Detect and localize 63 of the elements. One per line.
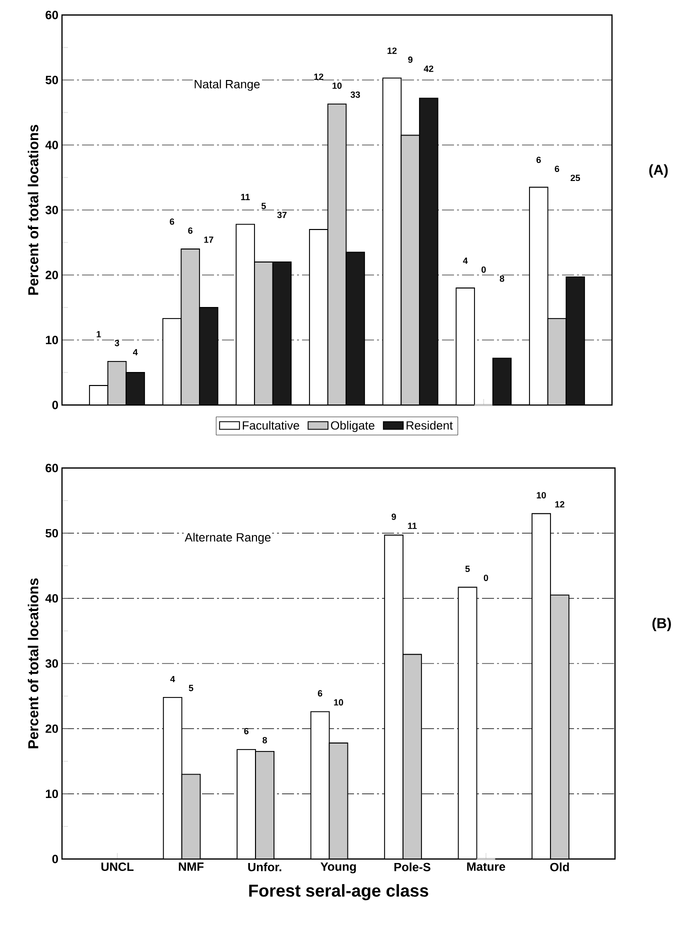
y-tick-label: 10 — [46, 336, 58, 344]
annotation: 42 — [424, 66, 434, 72]
annotation: 9 — [392, 514, 396, 520]
y-tick-label: 60 — [46, 10, 58, 20]
y-tick-label: 30 — [45, 659, 58, 668]
x-tick-label: Unfor. — [248, 862, 282, 872]
legend-label: Facultative — [242, 420, 300, 430]
y-tick-label: 60 — [46, 464, 58, 472]
y-tick-label: 30 — [45, 206, 58, 214]
y-tick-label: 40 — [45, 594, 58, 603]
annotation: 5 — [261, 202, 266, 210]
annotation: 11 — [241, 194, 250, 200]
annotation: 6 — [188, 227, 192, 234]
y-tick-label: 20 — [46, 724, 58, 733]
text: (A) — [649, 164, 668, 178]
annotation: 11 — [408, 522, 417, 529]
annotation: 12 — [388, 48, 397, 54]
annotation: Natal Range — [194, 80, 260, 91]
legend-label: Resident — [406, 420, 453, 430]
y-tick-label: 0 — [52, 400, 58, 410]
annotation: Alternate Range — [184, 532, 271, 544]
y-tick-label: 10 — [46, 790, 58, 798]
y-axis-title: Percent of total locations — [28, 578, 38, 748]
legend-label: Obligate — [330, 420, 374, 432]
annotation: 37 — [277, 212, 287, 218]
annotation: 4 — [170, 676, 176, 682]
annotation: 6 — [170, 218, 174, 225]
annotation: 5 — [465, 566, 470, 572]
annotation: 12 — [314, 74, 324, 80]
y-axis-title: Percent of total locations — [28, 124, 38, 295]
x-tick-label: UNCL — [101, 862, 134, 871]
annotation: 10 — [332, 82, 342, 89]
annotation: 0 — [482, 266, 486, 273]
annotation: 6 — [536, 156, 541, 164]
annotation: 25 — [570, 174, 580, 182]
annotation: 0 — [484, 574, 488, 582]
x-tick-label: Young — [320, 862, 356, 874]
annotation: 5 — [188, 684, 194, 692]
y-tick-label: 20 — [46, 270, 58, 280]
y-tick-label: 0 — [52, 854, 58, 864]
annotation: 9 — [408, 56, 412, 63]
annotation: 33 — [350, 91, 360, 98]
x-tick-label: Old — [550, 862, 569, 872]
annotation: 17 — [204, 236, 214, 243]
x-tick-label: NMF — [178, 862, 204, 871]
annotation: 3 — [114, 340, 120, 346]
annotation: 6 — [318, 690, 322, 697]
annotation: 12 — [555, 501, 564, 508]
text: (B) — [652, 618, 671, 632]
x-tick-label: Mature — [467, 862, 506, 871]
annotation: 10 — [536, 492, 546, 498]
annotation: 6 — [554, 166, 560, 172]
annotation: 10 — [334, 699, 344, 706]
y-tick-label: 50 — [46, 76, 58, 84]
annotation: 4 — [462, 258, 468, 264]
annotation: 1 — [96, 331, 101, 338]
x-tick-label: Pole-S — [394, 862, 430, 872]
y-tick-label: 50 — [46, 528, 58, 538]
x-axis-title: Forest seral-age class — [249, 884, 428, 900]
y-tick-label: 40 — [45, 140, 58, 150]
annotation: 4 — [132, 349, 138, 356]
annotation: 8 — [500, 275, 504, 282]
annotation: 8 — [262, 736, 267, 744]
